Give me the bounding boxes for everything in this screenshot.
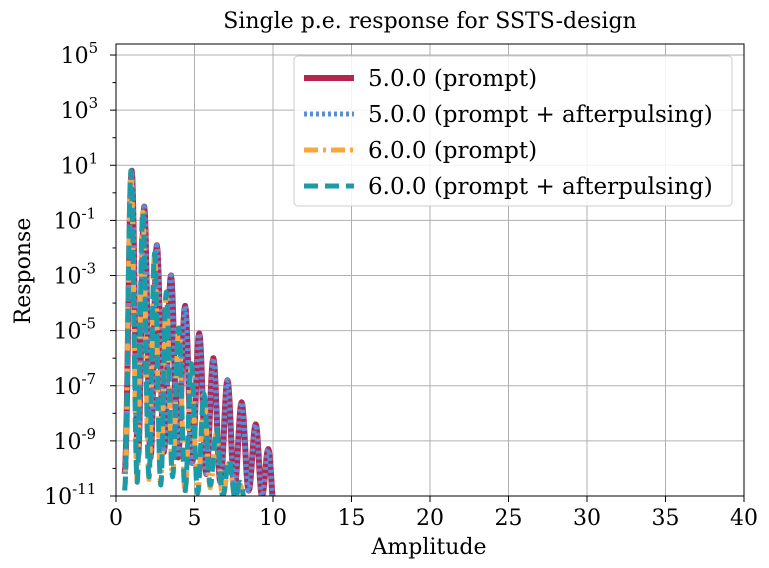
legend-label: 6.0.0 (prompt) xyxy=(368,138,537,164)
x-axis-label: Amplitude xyxy=(370,535,486,560)
y-tick-label: 10-11 xyxy=(44,480,96,510)
y-axis: 10-11 10-9 10-7 10-5 10-3 10-1 101 103 105 xyxy=(44,39,116,510)
series-line xyxy=(122,168,246,496)
legend: 5.0.0 (prompt) 5.0.0 (prompt + afterpulsi… xyxy=(293,55,733,207)
y-tick-label: 10-7 xyxy=(53,370,96,400)
legend-label: 5.0.0 (prompt + afterpulsing) xyxy=(368,102,713,128)
legend-label: 6.0.0 (prompt + afterpulsing) xyxy=(368,174,713,200)
y-tick-label: 10-1 xyxy=(53,204,96,234)
x-tick-label: 20 xyxy=(416,506,444,531)
x-tick-label: 15 xyxy=(338,506,366,531)
x-tick-label: 40 xyxy=(730,506,758,531)
y-tick-label: 103 xyxy=(61,94,99,124)
x-tick-label: 30 xyxy=(573,506,601,531)
plot-lines xyxy=(121,167,276,496)
y-tick-label: 101 xyxy=(61,149,99,179)
y-axis-label: Response xyxy=(11,218,36,325)
x-tick-label: 5 xyxy=(188,506,202,531)
y-tick-label: 10-9 xyxy=(53,425,96,455)
x-tick-label: 10 xyxy=(259,506,287,531)
y-tick-label: 10-5 xyxy=(53,315,96,345)
y-tick-label: 105 xyxy=(61,39,99,69)
legend-box xyxy=(293,55,733,207)
x-tick-label: 0 xyxy=(109,506,123,531)
legend-label: 5.0.0 (prompt) xyxy=(368,66,537,92)
chart-title: Single p.e. response for SSTS-design xyxy=(223,9,636,34)
y-tick-label: 10-3 xyxy=(53,260,96,290)
x-tick-label: 25 xyxy=(495,506,523,531)
x-axis: 0 5 10 15 20 25 30 35 40 xyxy=(109,496,758,531)
x-tick-label: 35 xyxy=(652,506,680,531)
